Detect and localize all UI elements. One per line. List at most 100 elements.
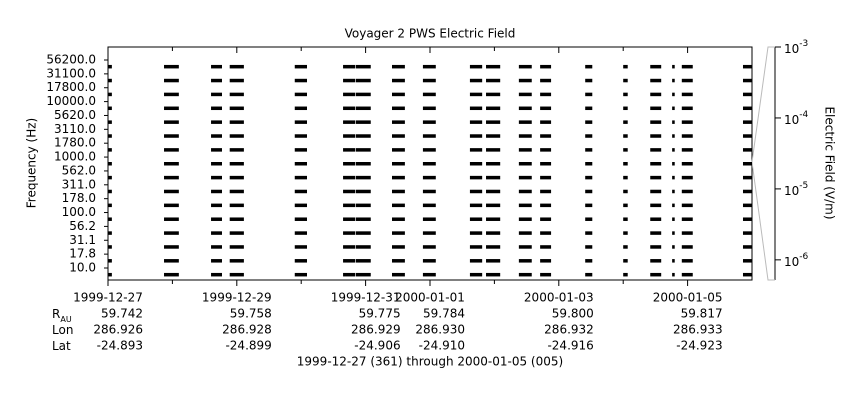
coverage-dash [486, 78, 501, 83]
coverage-dash [469, 64, 483, 69]
ephemeris-label-text: R [52, 307, 60, 321]
coverage-dash [469, 231, 483, 235]
coverage-dash [469, 148, 483, 152]
coverage-dash [486, 92, 501, 97]
coverage-dash [518, 217, 532, 221]
coverage-dash [681, 203, 693, 208]
coverage-dash [469, 189, 483, 194]
y2-tick-base: 10 [784, 42, 799, 56]
coverage-dash [108, 92, 112, 97]
coverage-dash [650, 189, 662, 194]
coverage-dash [392, 106, 405, 111]
coverage-dash [294, 148, 307, 152]
coverage-dash [486, 272, 501, 277]
coverage-dash [294, 78, 307, 83]
coverage-dash [211, 259, 222, 263]
coverage-dash [108, 245, 112, 249]
coverage-dash [294, 259, 307, 263]
y-axis-label: Frequency (Hz) [25, 118, 39, 209]
coverage-dash [540, 245, 552, 249]
coverage-dash [486, 203, 501, 208]
coverage-dash [650, 92, 662, 97]
coverage-dash [229, 259, 244, 263]
coverage-dash [229, 175, 244, 180]
coverage-dash [672, 245, 675, 249]
coverage-dash [211, 106, 222, 111]
coverage-dash [229, 203, 244, 208]
y2-tick-label: 10-6 [784, 251, 809, 268]
coverage-dash [672, 78, 675, 83]
coverage-dash [422, 259, 436, 263]
coverage-dash [585, 92, 593, 97]
ephemeris-value: 286.932 [544, 323, 594, 337]
coverage-dash [518, 78, 532, 83]
coverage-dash [469, 120, 483, 124]
coverage-dash [343, 120, 356, 124]
y2-tick-label: 10-4 [784, 109, 809, 126]
coverage-dash [650, 134, 662, 138]
coverage-dash [540, 92, 552, 97]
coverage-dash [518, 106, 532, 111]
coverage-dash [343, 162, 356, 166]
coverage-dash [486, 175, 501, 180]
coverage-dash [343, 259, 356, 263]
coverage-dash [681, 175, 693, 180]
coverage-dash [469, 78, 483, 83]
coverage-dash [585, 245, 593, 249]
coverage-dash [486, 217, 501, 221]
coverage-dash [469, 272, 483, 277]
coverage-dash [623, 148, 628, 152]
coverage-dash [392, 120, 405, 124]
coverage-dash [681, 189, 693, 194]
coverage-dash [355, 64, 371, 69]
coverage-dash [164, 106, 179, 111]
coverage-dash [672, 175, 675, 180]
coverage-dash [469, 162, 483, 166]
coverage-dash [392, 189, 405, 194]
coverage-dash [108, 175, 112, 180]
coverage-dash [486, 148, 501, 152]
coverage-dash [229, 148, 244, 152]
coverage-dash [229, 92, 244, 97]
coverage-dash [422, 231, 436, 235]
coverage-dash [211, 231, 222, 235]
x-tick-label: 2000-01-05 [653, 291, 723, 305]
coverage-dash [343, 134, 356, 138]
coverage-dash [294, 231, 307, 235]
coverage-dash [294, 189, 307, 194]
colorbar-link [751, 46, 775, 163]
coverage-dash [540, 148, 552, 152]
coverage-dash [108, 78, 112, 83]
coverage-dash [518, 134, 532, 138]
coverage-dash [623, 106, 628, 111]
coverage-dash [681, 162, 693, 166]
coverage-dash [164, 231, 179, 235]
y-tick-label: 178.0 [62, 191, 96, 205]
coverage-dash [681, 120, 693, 124]
coverage-dash [343, 245, 356, 249]
x-tick-label: 1999-12-29 [202, 291, 272, 305]
coverage-dash [585, 203, 593, 208]
coverage-dash [229, 272, 244, 277]
coverage-dash [422, 134, 436, 138]
coverage-dash [211, 245, 222, 249]
coverage-dash [540, 78, 552, 83]
coverage-dash [229, 162, 244, 166]
coverage-dash [623, 189, 628, 194]
ephemeris-value: 59.775 [359, 307, 401, 321]
coverage-dash [486, 120, 501, 124]
coverage-dash [164, 120, 179, 124]
coverage-dash [343, 203, 356, 208]
coverage-dash [392, 64, 405, 69]
y2-tick-base: 10 [784, 112, 799, 126]
coverage-dash [623, 245, 628, 249]
y2-tick-label: 10-5 [784, 180, 808, 197]
coverage-dash [672, 217, 675, 221]
coverage-dash [355, 203, 371, 208]
x-tick-label: 1999-12-31 [331, 291, 401, 305]
coverage-dash [650, 231, 662, 235]
coverage-dash [422, 148, 436, 152]
coverage-dash [343, 217, 356, 221]
y-tick-label: 1000.0 [54, 150, 96, 164]
coverage-dash [585, 106, 593, 111]
